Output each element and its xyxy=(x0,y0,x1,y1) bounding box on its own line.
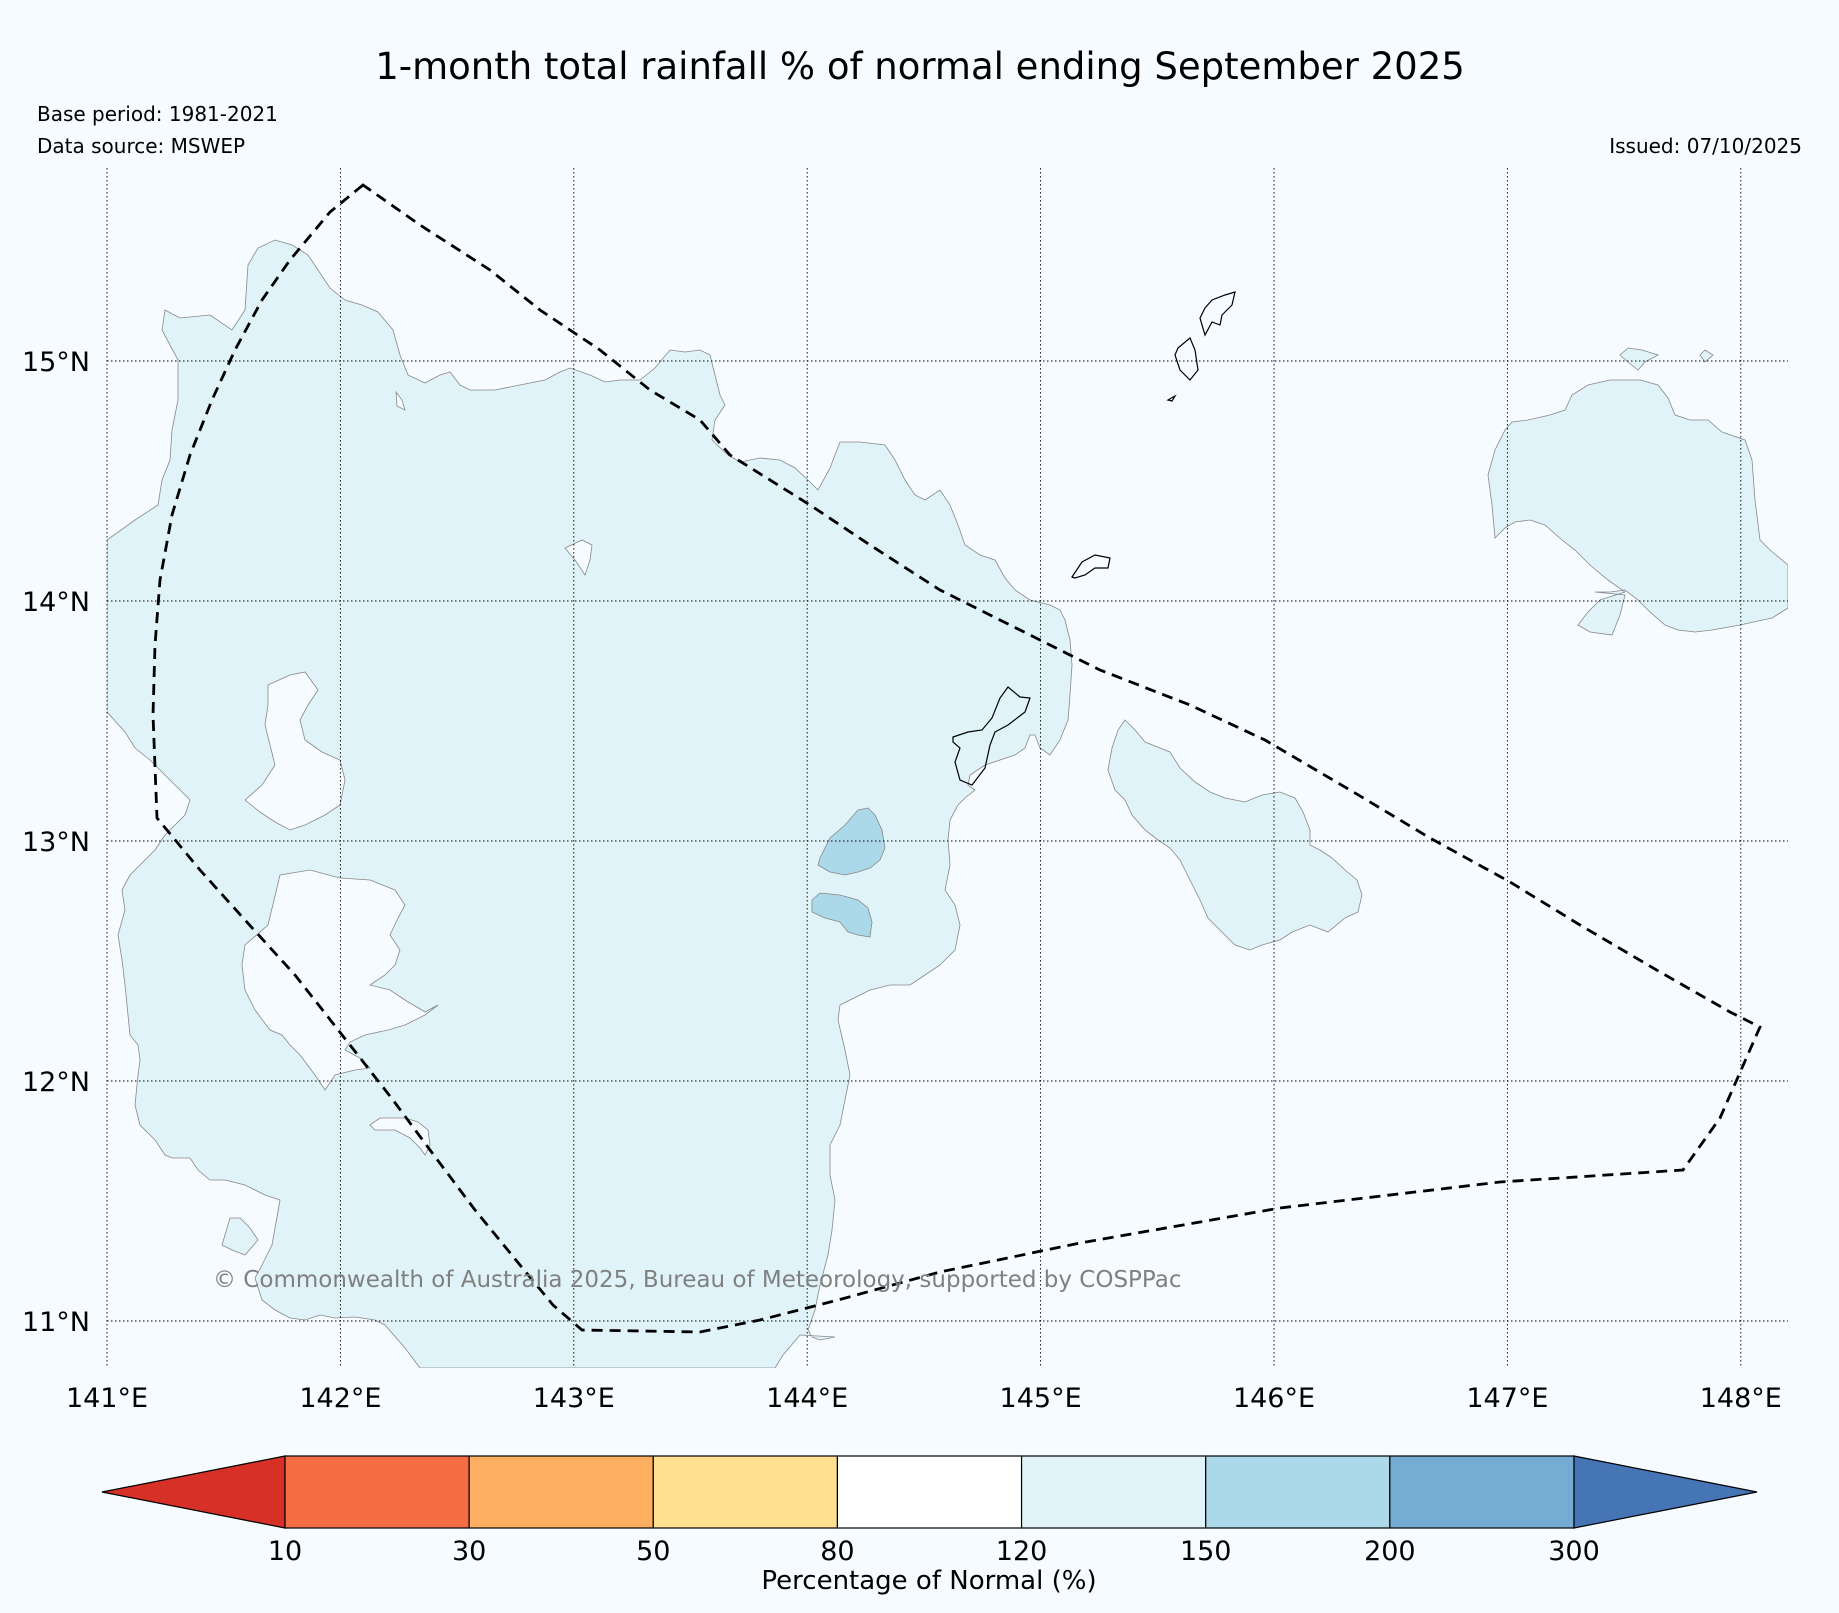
lon-label-144: 144°E xyxy=(766,1383,848,1414)
longitude-labels: 141°E 142°E 143°E 144°E 145°E 146°E 147°E 148°E xyxy=(66,1383,1782,1414)
copyright-text: © Commonwealth of Australia 2025, Bureau… xyxy=(213,1267,1182,1293)
colorbar-label: Percentage of Normal (%) xyxy=(761,1566,1096,1596)
colorbar-tick-50: 50 xyxy=(636,1536,670,1567)
lon-label-141: 141°E xyxy=(66,1383,148,1414)
island-guam xyxy=(952,686,1031,786)
lon-label-146: 146°E xyxy=(1233,1383,1315,1414)
rainfall-region-80-120-d xyxy=(564,539,593,576)
colorbar-segment-30_50 xyxy=(468,1455,654,1529)
issued-date: Issued: 07/10/2025 xyxy=(1609,134,1802,158)
colorbar-segment-80_120 xyxy=(836,1455,1023,1529)
rainfall-fill-layer xyxy=(107,239,1788,1368)
colorbar-segment-10_30 xyxy=(284,1455,470,1529)
lat-label-13: 13°N xyxy=(22,827,90,858)
rainfall-region-80-120-a xyxy=(244,671,346,831)
colorbar-tick-120: 120 xyxy=(996,1536,1048,1567)
rainfall-region-120-150-small xyxy=(221,1217,259,1256)
eez-boundary xyxy=(151,183,1762,1334)
colorbar-segment-50_80 xyxy=(652,1455,839,1529)
rainfall-region-120-150-east-b xyxy=(1487,379,1788,636)
colorbar-segment-200_300 xyxy=(1389,1455,1575,1529)
island-tinian xyxy=(1174,337,1199,381)
map-area: 141°E 142°E 143°E 144°E 145°E 146°E 147°E 148°E… xyxy=(22,168,1788,1414)
colorbar-extend-below xyxy=(101,1455,286,1529)
colorbar: 10 30 50 80 120 150 200 300 xyxy=(101,1455,1758,1567)
colorbar-tick-30: 30 xyxy=(452,1536,486,1567)
latitude-labels: 15°N 14°N 13°N 12°N 11°N xyxy=(22,347,90,1338)
colorbar-tick-200: 200 xyxy=(1364,1536,1416,1567)
rainfall-region-120-150-west xyxy=(107,239,1073,1368)
island-saipan xyxy=(1199,291,1236,337)
rainfall-region-150-200-b xyxy=(811,892,873,938)
colorbar-extend-above xyxy=(1573,1455,1758,1529)
lat-label-15: 15°N xyxy=(22,347,90,378)
lat-label-11: 11°N xyxy=(22,1307,90,1338)
coastlines xyxy=(952,291,1236,786)
gridlines xyxy=(106,168,1788,1368)
rainfall-region-80-120-c xyxy=(369,1117,431,1156)
lat-label-12: 12°N xyxy=(22,1067,90,1098)
island-aguijan xyxy=(1166,394,1177,402)
colorbar-tick-300: 300 xyxy=(1548,1536,1600,1567)
lat-label-14: 14°N xyxy=(22,587,90,618)
base-period: Base period: 1981-2021 xyxy=(37,102,278,126)
lon-label-143: 143°E xyxy=(533,1383,615,1414)
colorbar-tick-10: 10 xyxy=(268,1536,302,1567)
rainfall-region-150-200-a xyxy=(817,807,886,876)
lon-label-147: 147°E xyxy=(1466,1383,1548,1414)
rainfall-region-120-150-east-a xyxy=(1107,719,1363,951)
data-source: Data source: MSWEP xyxy=(37,134,245,158)
lon-label-142: 142°E xyxy=(299,1383,381,1414)
colorbar-tick-80: 80 xyxy=(820,1536,854,1567)
map-title: 1-month total rainfall % of normal endin… xyxy=(375,45,1465,88)
colorbar-segment-120_150 xyxy=(1020,1455,1207,1529)
lon-label-148: 148°E xyxy=(1700,1383,1782,1414)
rainfall-region-80-120-e xyxy=(395,390,406,411)
island-rota xyxy=(1071,554,1111,579)
colorbar-tick-150: 150 xyxy=(1180,1536,1232,1567)
colorbar-segment-150_200 xyxy=(1205,1455,1391,1529)
lon-label-145: 145°E xyxy=(1000,1383,1082,1414)
rainfall-region-120-150-east-c xyxy=(1619,347,1660,371)
rainfall-region-120-150-east-d xyxy=(1699,349,1714,363)
